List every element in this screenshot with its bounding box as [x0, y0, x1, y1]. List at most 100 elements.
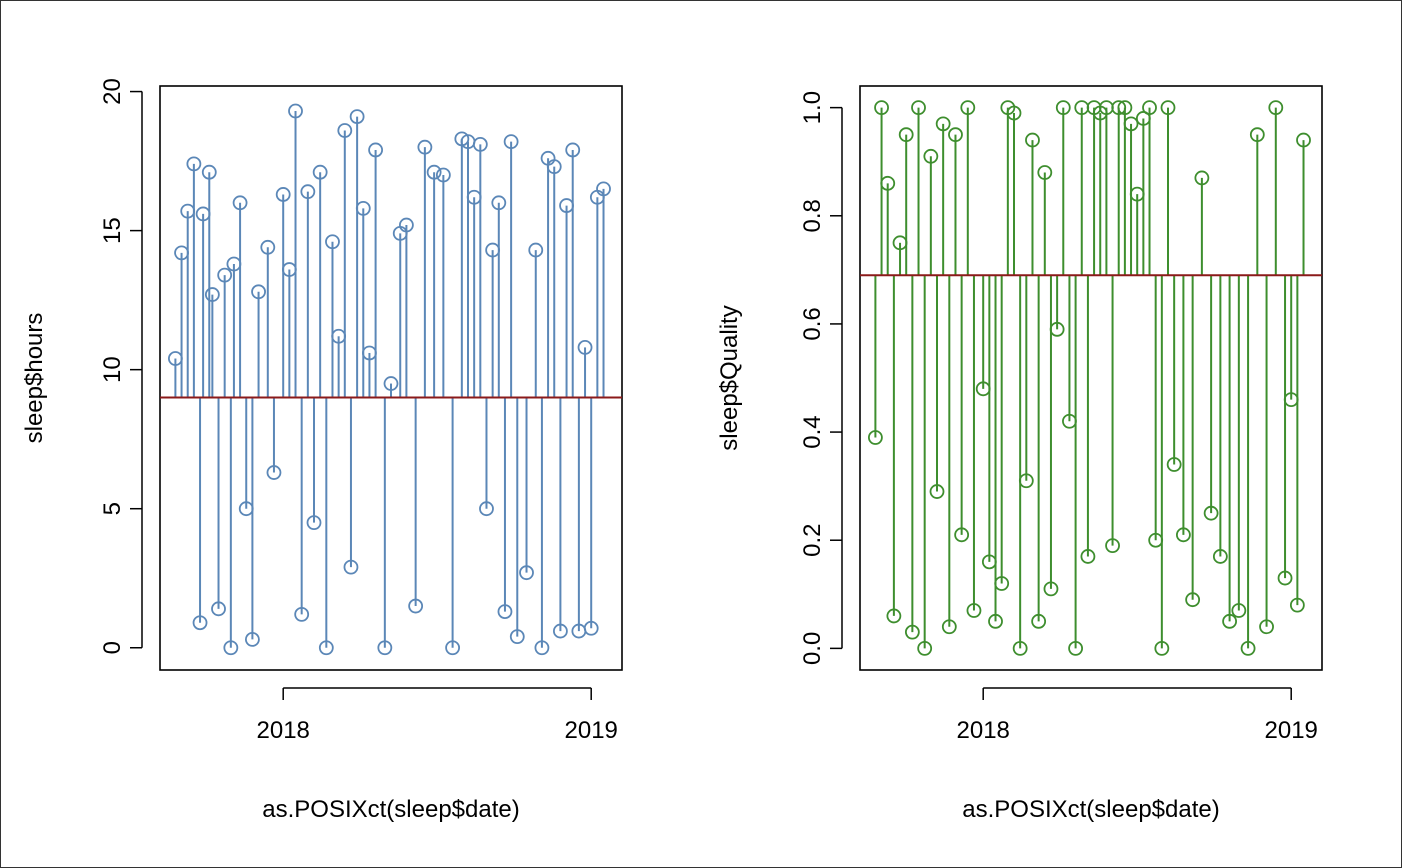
data-point: [300, 184, 316, 200]
x-axis: 2018 2019: [257, 687, 618, 744]
data-point: [275, 187, 291, 202]
data-point: [904, 624, 920, 640]
y-axis-label: sleep$Quality: [716, 305, 743, 450]
data-point: [186, 156, 202, 172]
data-point: [260, 239, 276, 255]
data-point: [509, 629, 525, 645]
hours-panel: 0 5 10 15 20 2018 2019 sleep$hours as.POSIXct…: [21, 78, 623, 823]
quality-marks: [868, 100, 1311, 656]
data-point: [534, 640, 550, 656]
y-tick-label: 20: [99, 78, 126, 105]
data-point: [377, 640, 393, 656]
data-point: [368, 142, 384, 158]
data-point: [1031, 613, 1047, 629]
data-point: [337, 123, 353, 138]
data-point: [960, 100, 976, 116]
data-point: [1142, 100, 1157, 116]
data-point: [217, 267, 233, 283]
data-point: [1160, 100, 1176, 116]
data-point: [266, 465, 282, 480]
data-point: [312, 164, 328, 180]
data-point: [355, 200, 371, 216]
data-point: [1080, 549, 1096, 564]
data-point: [1203, 505, 1219, 521]
data-point: [941, 619, 957, 635]
data-point: [577, 340, 593, 355]
data-point: [519, 565, 534, 581]
data-point: [596, 181, 611, 197]
y-tick-label: 0.8: [799, 199, 826, 232]
data-point: [472, 136, 488, 152]
data-point: [1154, 640, 1170, 656]
data-point: [935, 116, 951, 132]
data-point: [1166, 457, 1182, 472]
data-point: [294, 606, 310, 622]
data-point: [1037, 165, 1053, 180]
data-point: [503, 134, 519, 150]
y-tick-label: 10: [99, 356, 126, 383]
data-point: [994, 576, 1010, 591]
data-point: [1249, 127, 1265, 143]
data-point: [1105, 538, 1120, 554]
data-point: [491, 195, 507, 211]
plot-box: [859, 85, 1323, 671]
y-axis: 0.0 0.2 0.4 0.6 0.8 1.0: [799, 91, 843, 665]
data-point: [1176, 527, 1191, 543]
y-tick-label: 0.4: [799, 415, 826, 448]
data-point: [435, 167, 451, 183]
y-tick-label: 5: [99, 502, 126, 515]
data-point: [192, 615, 208, 631]
data-point: [898, 127, 914, 143]
data-point: [1268, 100, 1284, 116]
data-point: [1194, 170, 1210, 186]
data-point: [445, 640, 461, 656]
data-point: [244, 632, 260, 647]
x-tick-label: 2019: [1265, 717, 1318, 744]
data-point: [929, 484, 945, 499]
y-tick-label: 15: [99, 217, 126, 244]
hours-marks: [167, 103, 611, 656]
x-tick-label: 2018: [957, 717, 1010, 744]
y-tick-label: 0.6: [799, 307, 826, 340]
data-point: [1185, 592, 1201, 608]
data-point: [232, 195, 248, 211]
data-point: [325, 234, 340, 250]
data-point: [211, 601, 226, 617]
data-point: [417, 139, 433, 155]
data-point: [1006, 105, 1022, 121]
y-tick-label: 1.0: [799, 91, 826, 124]
data-point: [398, 217, 414, 233]
data-point: [966, 603, 982, 618]
y-tick-label: 0.0: [799, 632, 826, 665]
data-point: [497, 604, 513, 619]
data-point: [1296, 132, 1311, 148]
data-point: [343, 559, 359, 575]
data-point: [528, 242, 544, 258]
data-point: [1012, 640, 1028, 656]
data-point: [1222, 613, 1237, 629]
y-axis: 0 5 10 15 20: [99, 78, 143, 654]
y-tick-label: 0.2: [799, 524, 826, 557]
data-point: [349, 109, 365, 124]
data-point: [408, 598, 424, 614]
data-point: [383, 376, 399, 391]
data-point: [565, 142, 581, 158]
data-point: [1043, 581, 1059, 597]
data-point: [204, 287, 220, 302]
data-point: [583, 620, 599, 636]
x-tick-label: 2019: [565, 717, 618, 744]
data-point: [546, 159, 562, 175]
data-point: [1289, 597, 1305, 613]
data-point: [1117, 100, 1133, 116]
data-point: [1018, 473, 1034, 489]
data-point: [251, 284, 266, 300]
data-point: [1123, 116, 1139, 132]
data-point: [479, 501, 494, 517]
data-point: [426, 164, 442, 180]
plot-box: [159, 85, 623, 671]
data-point: [948, 127, 963, 143]
data-point: [1049, 321, 1065, 337]
data-point: [1259, 619, 1274, 635]
data-point: [318, 640, 334, 656]
y-axis-label: sleep$hours: [21, 313, 48, 444]
